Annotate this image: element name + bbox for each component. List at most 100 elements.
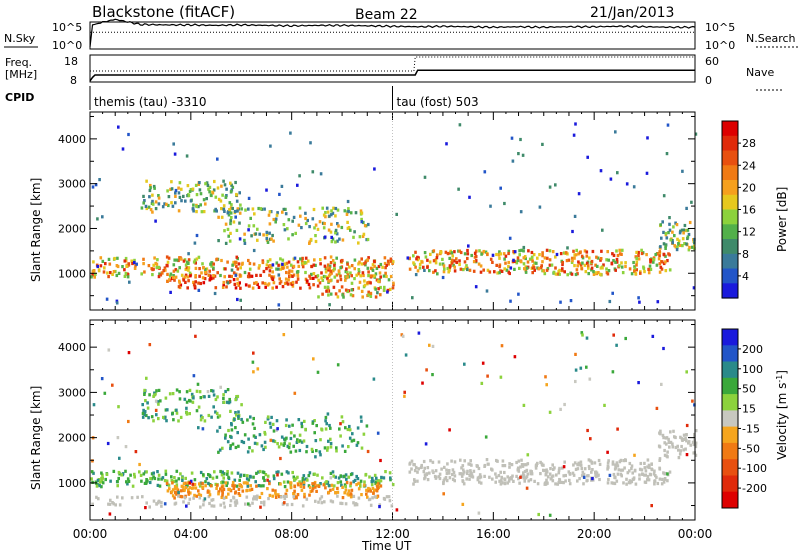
scatter-cell — [325, 289, 328, 293]
scatter-cell — [383, 288, 386, 292]
scatter-cell — [621, 248, 624, 252]
scatter-cell — [522, 256, 526, 260]
scatter-cell — [208, 278, 212, 282]
scatter-cell — [498, 479, 501, 483]
scatter-cell — [693, 246, 696, 251]
scatter-cell — [162, 269, 165, 273]
scatter-cell — [319, 453, 322, 457]
scatter-cell — [173, 496, 176, 500]
scatter-cell — [190, 392, 194, 396]
scatter-cell — [500, 475, 503, 479]
scatter-cell — [189, 274, 192, 278]
scatter-cell — [139, 473, 143, 477]
scatter-cell — [279, 267, 283, 271]
scatter-cell — [518, 253, 521, 257]
scatter-cell — [221, 193, 224, 197]
scatter-cell — [272, 474, 276, 478]
scatter-cell — [117, 125, 120, 129]
scatter-cell — [258, 232, 261, 236]
scatter-cell — [318, 281, 322, 285]
scatter-cell — [379, 262, 383, 267]
scatter-cell — [499, 482, 503, 486]
scatter-cell — [248, 474, 252, 478]
scatter-cell — [199, 470, 203, 475]
scatter-cell — [311, 487, 315, 491]
scatter-cell — [662, 436, 665, 440]
scatter-cell — [251, 449, 254, 453]
scatter-cell — [440, 467, 443, 471]
scatter-cell — [610, 261, 614, 265]
scatter-cell — [442, 270, 446, 274]
scatter-cell — [268, 258, 272, 262]
scatter-cell — [380, 475, 383, 479]
scatter-cell — [291, 284, 295, 288]
freq-label-line2: [MHz] — [5, 68, 37, 81]
scatter-cell — [336, 490, 340, 494]
scatter-cell — [182, 482, 186, 486]
scatter-cell — [611, 460, 615, 464]
scatter-cell — [282, 494, 286, 499]
scatter-cell — [267, 282, 271, 286]
scatter-cell — [620, 252, 623, 256]
scatter-cell — [124, 271, 128, 276]
scatter-cell — [535, 261, 538, 265]
scatter-cell — [654, 253, 657, 257]
scatter-cell — [384, 271, 387, 275]
scatter-cell — [290, 502, 294, 507]
scatter-cell — [321, 206, 324, 210]
scatter-cell — [216, 395, 219, 399]
scatter-cell — [668, 268, 672, 272]
scatter-cell — [317, 295, 320, 299]
scatter-cell — [216, 186, 220, 190]
scatter-cell — [662, 230, 665, 234]
scatter-cell — [621, 468, 625, 472]
scatter-cell — [692, 451, 695, 455]
scatter-cell — [635, 256, 638, 261]
scatter-cell — [226, 400, 229, 404]
scatter-cell — [207, 273, 211, 277]
scatter-cell — [644, 469, 648, 473]
scatter-cell — [250, 487, 254, 491]
scatter-cell — [579, 460, 583, 464]
scatter-cell — [333, 275, 337, 279]
scatter-cell — [185, 390, 189, 394]
power-ylabel: Slant Range [km] — [29, 178, 43, 282]
scatter-cell — [187, 279, 190, 283]
scatter-cell — [222, 396, 225, 400]
scatter-cell — [279, 482, 282, 486]
scatter-cell — [660, 236, 663, 240]
scatter-cell — [657, 257, 661, 261]
scatter-cell — [507, 249, 511, 253]
scatter-cell — [193, 493, 196, 497]
scatter-cell — [269, 425, 273, 429]
scatter-cell — [150, 415, 154, 419]
scatter-cell — [358, 280, 362, 284]
scatter-cell — [304, 221, 308, 226]
scatter-cell — [182, 500, 185, 504]
scatter-cell — [339, 278, 343, 282]
scatter-cell — [470, 472, 473, 476]
scatter-cell — [331, 211, 335, 215]
scatter-cell — [210, 277, 213, 281]
scatter-cell — [685, 439, 688, 443]
scatter-cell — [280, 435, 284, 439]
scatter-cell — [444, 250, 448, 254]
scatter-cell — [480, 252, 483, 256]
scatter-cell — [231, 442, 235, 446]
scatter-cell — [527, 479, 530, 483]
scatter-cell — [559, 407, 562, 411]
scatter-cell — [284, 492, 288, 496]
scatter-cell — [182, 259, 186, 263]
scatter-cell — [281, 262, 284, 266]
scatter-cell — [313, 472, 316, 476]
colorbar-swatch — [722, 394, 738, 411]
scatter-cell — [197, 426, 200, 430]
scatter-cell — [202, 281, 206, 285]
scatter-cell — [240, 485, 244, 489]
scatter-cell — [280, 184, 284, 188]
scatter-cell — [101, 473, 104, 477]
scatter-cell — [211, 476, 215, 480]
scatter-cell — [329, 488, 332, 492]
scatter-cell — [653, 479, 656, 483]
